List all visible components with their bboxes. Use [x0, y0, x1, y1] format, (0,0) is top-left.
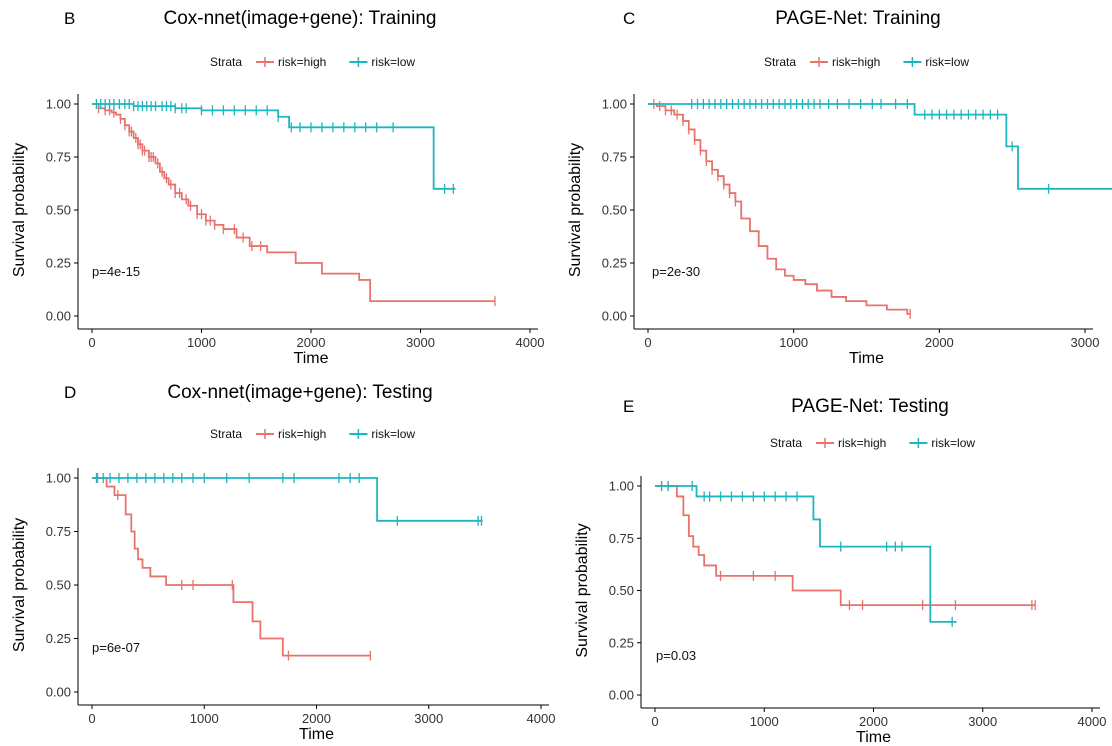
panel-b: B Cox-nnet(image+gene): Training Strata ris…	[11, 8, 544, 367]
chart-title: Cox-nnet(image+gene): Training	[163, 8, 436, 29]
x-tick-label: 1000	[750, 714, 779, 729]
legend: Strata risk=high risk=low	[764, 55, 969, 69]
survival-curve-low	[655, 485, 957, 623]
legend-entry: risk=high	[278, 427, 326, 441]
survival-curve-high	[92, 477, 371, 657]
x-axis-title: Time	[294, 350, 329, 367]
chart-title: PAGE-Net: Training	[775, 8, 940, 29]
y-tick-label: 0.00	[609, 688, 634, 703]
legend-title: Strata	[764, 55, 796, 69]
x-tick-label: 4000	[527, 711, 556, 726]
x-axis-title: Time	[299, 726, 334, 743]
survival-curve-low	[648, 103, 1112, 190]
panel-c: C PAGE-Net: Training Strata risk=high risk=l…	[567, 8, 1112, 367]
y-tick-label: 0.75	[609, 531, 634, 546]
x-tick-label: 2000	[925, 335, 954, 350]
y-axis-title: Survival probability	[567, 143, 584, 277]
legend-title: Strata	[210, 427, 242, 441]
y-tick-label: 0.00	[46, 309, 71, 324]
series-high	[92, 473, 372, 661]
legend-entry: risk=low	[931, 436, 975, 450]
x-tick-label: 3000	[406, 335, 435, 350]
p-value-label: p=0.03	[656, 648, 696, 663]
p-value-label: p=4e-15	[92, 264, 140, 279]
chart-title: PAGE-Net: Testing	[791, 396, 949, 417]
legend-entry: risk=low	[371, 55, 415, 69]
x-tick-label: 0	[88, 335, 95, 350]
y-tick-label: 0.75	[46, 150, 71, 165]
legend-entry: risk=low	[925, 55, 969, 69]
x-tick-label: 0	[644, 335, 651, 350]
legend-title: Strata	[770, 436, 802, 450]
survival-curve-low	[92, 477, 483, 522]
series-high	[655, 481, 1036, 611]
x-axis-title: Time	[856, 729, 891, 746]
x-tick-label: 0	[651, 714, 658, 729]
panel-d: D Cox-nnet(image+gene): Testing Strata risk…	[11, 382, 555, 743]
panel-letter: E	[623, 397, 634, 416]
y-tick-label: 1.00	[46, 97, 71, 112]
y-tick-label: 0.50	[602, 203, 627, 218]
y-tick-label: 0.25	[602, 256, 627, 271]
legend-entry: risk=high	[832, 55, 880, 69]
y-tick-label: 0.25	[46, 256, 71, 271]
y-tick-label: 0.00	[602, 309, 627, 324]
p-value-label: p=2e-30	[652, 264, 700, 279]
y-tick-label: 0.50	[46, 203, 71, 218]
legend: Strata risk=high risk=low	[210, 427, 415, 441]
x-tick-label: 1000	[187, 335, 216, 350]
x-tick-label: 4000	[1078, 714, 1107, 729]
panel-e: E PAGE-Net: Testing Strata risk=high risk=lo…	[574, 396, 1106, 746]
y-axis-title: Survival probability	[574, 523, 591, 657]
legend: Strata risk=high risk=low	[210, 55, 415, 69]
y-tick-label: 0.75	[602, 150, 627, 165]
legend-entry: risk=high	[838, 436, 886, 450]
y-tick-label: 0.75	[46, 524, 71, 539]
series-high	[648, 99, 911, 319]
x-tick-label: 4000	[516, 335, 545, 350]
survival-curve-low	[92, 103, 456, 190]
y-tick-label: 1.00	[602, 97, 627, 112]
y-tick-label: 0.00	[46, 685, 71, 700]
x-tick-label: 3000	[414, 711, 443, 726]
series-low	[648, 99, 1112, 194]
legend-entry: risk=low	[371, 427, 415, 441]
x-tick-label: 2000	[859, 714, 888, 729]
legend: Strata risk=high risk=low	[770, 436, 975, 450]
series-low	[92, 473, 483, 526]
x-tick-label: 1000	[190, 711, 219, 726]
x-axis-title: Time	[849, 350, 884, 367]
x-tick-label: 0	[88, 711, 95, 726]
y-tick-label: 0.25	[609, 635, 634, 650]
series-low	[92, 99, 456, 194]
panel-letter: B	[64, 9, 75, 28]
y-tick-label: 0.50	[609, 583, 634, 598]
survival-curve-high	[655, 485, 1036, 607]
x-tick-label: 2000	[302, 711, 331, 726]
y-tick-label: 0.25	[46, 631, 71, 646]
x-tick-label: 2000	[297, 335, 326, 350]
survival-curve-high	[648, 103, 911, 315]
x-tick-label: 3000	[1071, 335, 1100, 350]
panel-letter: C	[623, 9, 635, 28]
series-high	[92, 103, 496, 307]
y-tick-label: 1.00	[609, 479, 634, 494]
chart-title: Cox-nnet(image+gene): Testing	[167, 382, 432, 403]
y-axis-title: Survival probability	[11, 518, 28, 652]
series-low	[655, 481, 957, 627]
y-tick-label: 0.50	[46, 578, 71, 593]
panel-letter: D	[64, 383, 76, 402]
p-value-label: p=6e-07	[92, 640, 140, 655]
legend-title: Strata	[210, 55, 242, 69]
y-tick-label: 1.00	[46, 471, 71, 486]
x-tick-label: 1000	[779, 335, 808, 350]
legend-entry: risk=high	[278, 55, 326, 69]
y-axis-title: Survival probability	[11, 143, 28, 277]
x-tick-label: 3000	[968, 714, 997, 729]
